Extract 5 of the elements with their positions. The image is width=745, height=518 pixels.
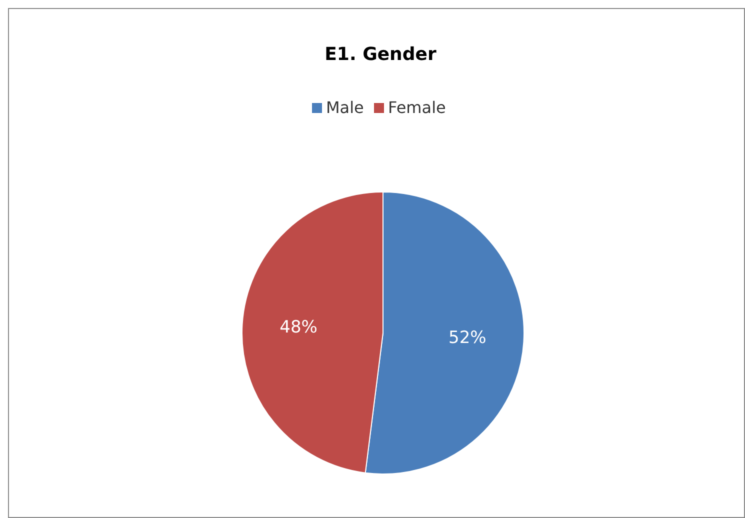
chart-title: E1. Gender xyxy=(324,44,436,65)
legend-label: Female xyxy=(388,98,446,117)
legend-label: Male xyxy=(326,98,364,117)
data-label: 52% xyxy=(448,328,486,348)
data-label: 48% xyxy=(280,317,318,338)
